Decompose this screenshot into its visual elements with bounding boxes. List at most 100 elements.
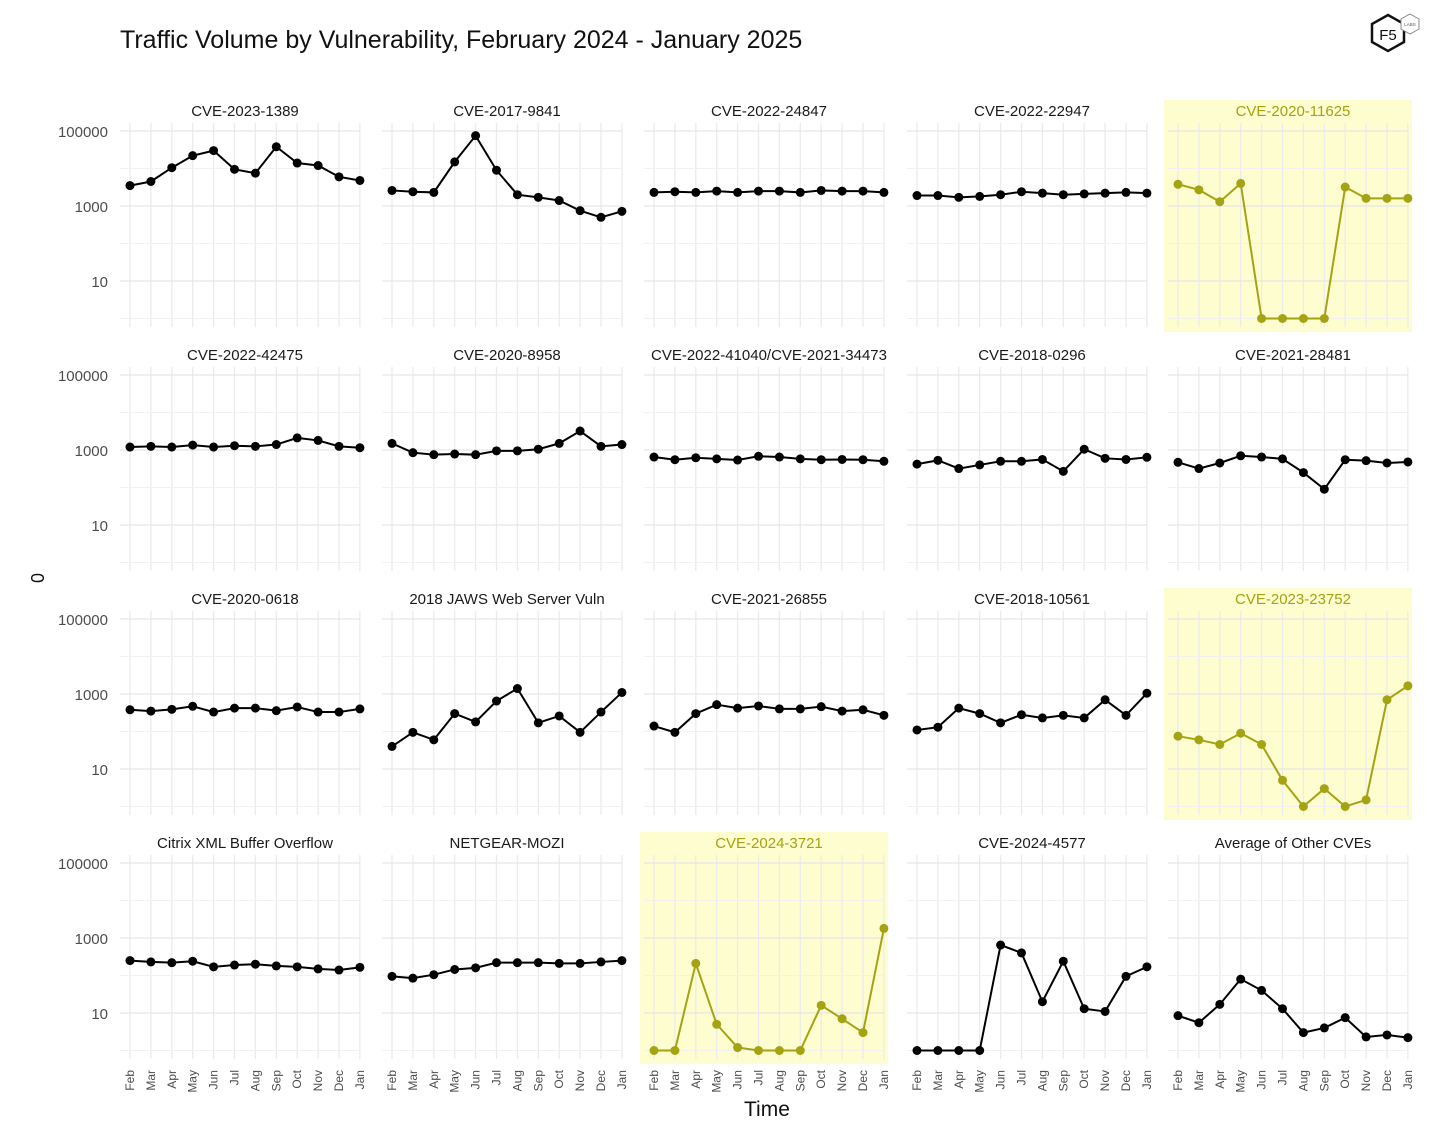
x-tick-label: Apr [689, 1070, 703, 1089]
data-point [774, 186, 784, 196]
series-line [917, 943, 1148, 1052]
data-point [429, 450, 439, 460]
data-point [575, 958, 585, 968]
x-tick-label: Dec [332, 1070, 346, 1091]
data-point [649, 452, 659, 462]
data-point [596, 212, 606, 222]
data-point [146, 957, 156, 967]
data-point [146, 706, 156, 716]
data-point [334, 172, 344, 182]
x-tick-label: Feb [647, 1070, 661, 1091]
x-tick-label: Sep [269, 1070, 283, 1092]
data-point [250, 168, 260, 178]
series-line [129, 145, 361, 187]
data-point [355, 704, 365, 714]
x-tick-label: Apr [952, 1070, 966, 1089]
data-point [1121, 710, 1131, 720]
x-tick-label: Nov [835, 1070, 849, 1091]
data-point [1257, 452, 1267, 462]
data-point [816, 702, 826, 712]
data-point [1278, 314, 1287, 323]
y-tick-label: 100000 [58, 368, 108, 385]
data-point [292, 158, 302, 168]
data-point [271, 440, 281, 450]
data-point [1257, 985, 1267, 995]
data-point [1403, 457, 1413, 467]
data-point [167, 958, 177, 968]
data-point [1142, 188, 1152, 198]
data-point [1079, 713, 1089, 723]
data-point [670, 1046, 680, 1055]
data-point [1215, 197, 1225, 207]
x-tick-label: Sep [531, 1070, 545, 1092]
data-point [795, 704, 805, 714]
x-tick-label: Feb [123, 1070, 137, 1091]
data-point [250, 441, 260, 451]
panel-5: CVE-2020-11625 [1164, 100, 1413, 332]
data-point [334, 965, 344, 975]
y-tick-label: 1000 [75, 931, 108, 948]
data-point [512, 958, 522, 968]
data-point [188, 956, 198, 966]
data-point [1382, 458, 1392, 468]
data-point [1382, 1030, 1392, 1040]
x-tick-label: Nov [1359, 1070, 1373, 1091]
data-point [387, 741, 397, 751]
panel-17: NETGEAR-MOZI Feb Mar Apr May Jun Jul Aug Sep Oct N… [382, 835, 629, 1093]
panel-9: CVE-2018-0296 [907, 347, 1152, 571]
data-point [533, 444, 543, 454]
panel-title: CVE-2020-0618 [191, 591, 299, 608]
y-tick-label: 10 [91, 762, 108, 779]
data-point [230, 441, 239, 451]
data-point [774, 1046, 784, 1055]
x-tick-label: Mar [1192, 1070, 1206, 1091]
data-point [1361, 456, 1371, 466]
data-point [313, 707, 323, 717]
f5-labs-logo: F5 LABS [1370, 13, 1420, 53]
x-tick-label: Jan [1401, 1070, 1415, 1089]
data-point [450, 964, 460, 974]
data-point [933, 722, 943, 732]
x-tick-label: Sep [793, 1070, 807, 1092]
x-tick-label: May [448, 1070, 462, 1093]
data-point [1058, 190, 1068, 200]
panel-14: CVE-2018-10561 [907, 591, 1152, 815]
data-point [1236, 451, 1246, 461]
panel-18: CVE-2024-3721 Feb Mar Apr May Jun Jul Aug Sep Oct… [640, 832, 891, 1093]
x-tick-label: Aug [1296, 1070, 1310, 1091]
panel-title: CVE-2021-26855 [711, 591, 827, 608]
data-point [188, 701, 198, 711]
data-point [1298, 468, 1308, 478]
data-point [733, 703, 743, 713]
y-tick-label: 1000 [75, 199, 108, 216]
x-tick-label: Mar [144, 1070, 158, 1091]
series-line [916, 448, 1148, 473]
data-point [1403, 681, 1413, 691]
y-tick-label: 10 [91, 274, 108, 291]
data-point [1100, 1006, 1110, 1016]
panel-title: CVE-2024-4577 [978, 835, 1086, 852]
x-tick-label: Jun [1255, 1070, 1269, 1089]
data-point [554, 196, 564, 206]
x-tick-label: Sep [1317, 1070, 1331, 1092]
data-point [816, 455, 826, 465]
data-point [996, 718, 1006, 728]
data-point [387, 185, 397, 195]
data-point [146, 441, 156, 451]
panel-title: CVE-2023-23752 [1235, 591, 1351, 608]
x-tick-label: Mar [668, 1070, 682, 1091]
x-tick-label: Jul [752, 1070, 766, 1085]
panel-3: CVE-2022-24847 [644, 103, 889, 327]
data-point [1079, 1004, 1089, 1014]
panel-title: Average of Other CVEs [1215, 835, 1371, 852]
data-point [816, 1000, 826, 1010]
data-point [209, 146, 219, 156]
data-point [1194, 1018, 1204, 1028]
chart-title: Traffic Volume by Vulnerability, Februar… [120, 26, 803, 54]
data-point [954, 703, 964, 713]
series-line [391, 429, 622, 456]
data-point [429, 187, 439, 197]
x-tick-label: Oct [1077, 1069, 1091, 1088]
data-point [596, 441, 606, 451]
data-point [617, 440, 627, 450]
